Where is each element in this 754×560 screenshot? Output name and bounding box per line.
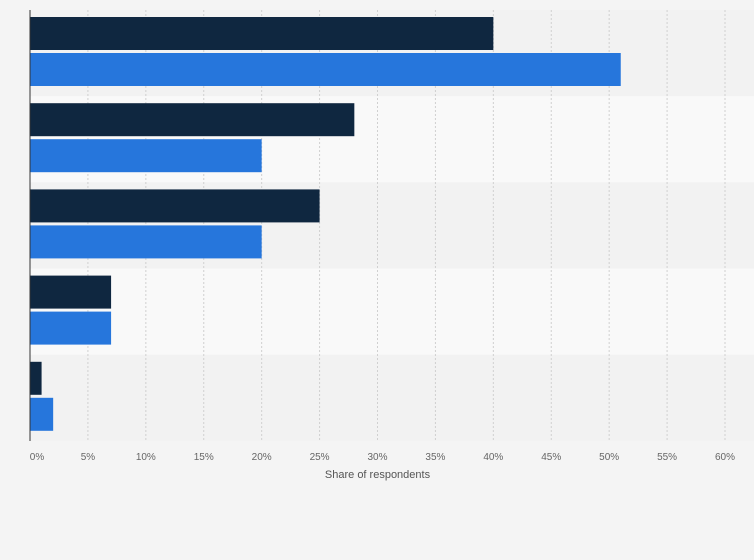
x-axis-ticks: 0% 5% 10% 15% 20% 25% 30% 35% 40% 45% 50% 55% 60% <box>30 452 735 463</box>
bar-group4-series2 <box>30 311 112 345</box>
x-tick-label-1: 5% <box>81 452 96 463</box>
x-tick-label-0: 0% <box>30 452 45 463</box>
bar-group2-series2 <box>30 139 262 173</box>
x-tick-label-7: 35% <box>425 452 445 463</box>
x-tick-label-10: 50% <box>599 452 619 463</box>
bar-group5-series1 <box>30 361 42 395</box>
x-tick-label-3: 15% <box>194 452 214 463</box>
bar-group1-series2 <box>30 53 621 86</box>
x-tick-label-8: 40% <box>483 452 503 463</box>
row-bands <box>30 10 754 441</box>
bar-group1-series1 <box>30 17 494 50</box>
row-band-5 <box>30 354 754 441</box>
x-tick-label-5: 25% <box>310 452 330 463</box>
x-tick-label-12: 60% <box>715 452 735 463</box>
x-tick-label-9: 45% <box>541 452 561 463</box>
bar-group5-series2 <box>30 397 54 431</box>
x-tick-label-11: 55% <box>657 452 677 463</box>
x-tick-label-2: 10% <box>136 452 156 463</box>
bar-group4-series1 <box>30 275 112 309</box>
bar-group3-series1 <box>30 189 320 223</box>
x-axis-title: Share of respondents <box>325 469 431 481</box>
x-tick-label-6: 30% <box>367 452 387 463</box>
row-band-4 <box>30 268 754 355</box>
bar-group2-series1 <box>30 103 355 137</box>
bars <box>30 17 621 431</box>
bar-group3-series2 <box>30 225 262 259</box>
x-tick-label-4: 20% <box>252 452 272 463</box>
